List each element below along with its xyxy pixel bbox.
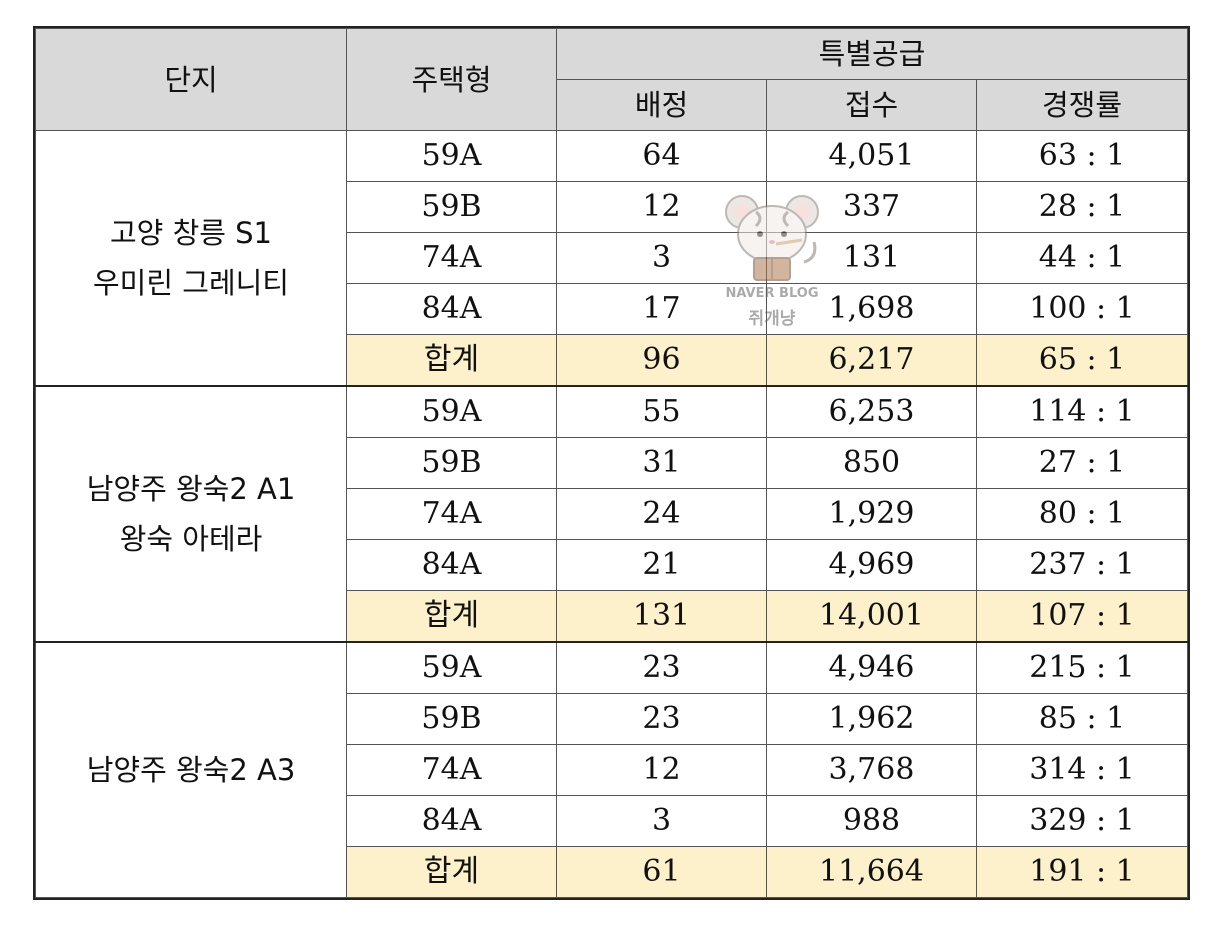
applications-cell: 131 [766,232,977,284]
competition-rate-cell: 314 : 1 [975,744,1189,796]
total-allocation-cell: 131 [556,590,767,643]
housing-type-cell: 59B [346,437,557,489]
competition-rate-cell: 27 : 1 [975,437,1189,489]
housing-type-cell: 59A [346,641,557,694]
allocation-cell: 55 [556,385,767,438]
allocation-cell: 24 [556,488,767,540]
applications-cell: 850 [766,437,977,489]
total-label-cell: 합계 [346,334,557,387]
competition-rate-cell: 28 : 1 [975,181,1189,233]
total-row: 합계 61 11,664 191 : 1 [36,846,1189,898]
table-row: 84A 17 1,698 100 : 1 [36,283,1189,335]
table-row: 84A 21 4,969 237 : 1 [36,539,1189,591]
complex-name-line2: 왕숙 아테라 [119,522,263,556]
header-complex: 단지 [35,28,347,131]
competition-rate-cell: 44 : 1 [975,232,1189,284]
housing-type-cell: 59B [346,693,557,745]
header-allocation: 배정 [556,79,767,131]
applications-cell: 988 [766,795,977,847]
complex-name-line1: 남양주 왕숙2 A1 [86,472,296,506]
allocation-cell: 12 [556,181,767,233]
total-row: 합계 131 14,001 107 : 1 [36,590,1189,643]
competition-rate-cell: 237 : 1 [975,539,1189,591]
housing-type-cell: 84A [346,283,557,335]
header-housing-type: 주택형 [346,28,557,131]
allocation-cell: 3 [556,232,767,284]
special-supply-table: 단지 주택형 특별공급 배정 접수 경쟁률 고양 창릉 S1 우미린 그레니티 59… [32,26,1191,900]
applications-cell: 1,929 [766,488,977,540]
applications-cell: 1,698 [766,283,977,335]
housing-type-cell: 59A [346,385,557,438]
complex-name-line1: 남양주 왕숙2 A3 [86,753,296,787]
housing-type-cell: 84A [346,795,557,847]
housing-type-cell: 59B [346,181,557,233]
competition-rate-cell: 329 : 1 [975,795,1189,847]
competition-rate-cell: 80 : 1 [975,488,1189,540]
applications-cell: 4,969 [766,539,977,591]
total-applications-cell: 11,664 [766,846,977,898]
total-competition-rate-cell: 107 : 1 [975,590,1189,643]
complex-name-cell: 고양 창릉 S1 우미린 그레니티 [35,130,347,387]
competition-rate-cell: 85 : 1 [975,693,1189,745]
complex-name-line2: 우미린 그레니티 [93,266,289,300]
total-competition-rate-cell: 191 : 1 [975,846,1189,898]
allocation-cell: 12 [556,744,767,796]
housing-type-cell: 84A [346,539,557,591]
table-row: 남양주 왕숙2 A3 59A 23 4,946 215 : 1 [35,641,1189,898]
applications-cell: 1,962 [766,693,977,745]
competition-rate-cell: 215 : 1 [975,641,1189,694]
complex-name-line1: 고양 창릉 S1 [109,216,272,250]
total-applications-cell: 14,001 [766,590,977,643]
applications-cell: 3,768 [766,744,977,796]
complex-name-cell: 남양주 왕숙2 A3 [35,641,347,898]
allocation-cell: 3 [556,795,767,847]
complex-name-cell: 남양주 왕숙2 A1 왕숙 아테라 [35,385,347,643]
table-row: 74A 24 1,929 80 : 1 [36,488,1189,540]
allocation-cell: 23 [556,641,767,694]
table-row: 남양주 왕숙2 A1 왕숙 아테라 59A 55 6,253 114 : 1 [35,385,1189,643]
housing-type-cell: 74A [346,744,557,796]
total-allocation-cell: 61 [556,846,767,898]
allocation-cell: 64 [556,130,767,182]
allocation-cell: 17 [556,283,767,335]
applications-cell: 4,051 [766,130,977,182]
competition-rate-cell: 114 : 1 [975,385,1189,438]
total-applications-cell: 6,217 [766,334,977,387]
header-competition-rate: 경쟁률 [975,79,1189,131]
applications-cell: 4,946 [766,641,977,694]
table-header: 단지 주택형 특별공급 배정 접수 경쟁률 [35,28,1189,131]
allocation-cell: 31 [556,437,767,489]
header-applications: 접수 [766,79,977,131]
total-label-cell: 합계 [346,846,557,898]
competition-rate-cell: 100 : 1 [975,283,1189,335]
housing-type-cell: 74A [346,232,557,284]
table-row: 74A 3 131 44 : 1 [36,232,1189,284]
total-competition-rate-cell: 65 : 1 [975,334,1189,387]
allocation-cell: 21 [556,539,767,591]
header-special-supply: 특별공급 [555,28,1189,80]
table-row: 고양 창릉 S1 우미린 그레니티 59A 64 4,051 63 : 1 [35,130,1189,387]
total-allocation-cell: 96 [556,334,767,387]
applications-cell: 6,253 [766,385,977,438]
housing-type-cell: 59A [346,130,557,182]
table-body: 고양 창릉 S1 우미린 그레니티 59A 64 4,051 63 : 1 59B 12 337… [35,130,1189,898]
total-label-cell: 합계 [346,590,557,643]
applications-cell: 337 [766,181,977,233]
allocation-cell: 23 [556,693,767,745]
housing-type-cell: 74A [346,488,557,540]
total-row: 합계 96 6,217 65 : 1 [36,334,1189,387]
table-row: 74A 12 3,768 314 : 1 [36,744,1189,796]
competition-rate-cell: 63 : 1 [975,130,1189,182]
